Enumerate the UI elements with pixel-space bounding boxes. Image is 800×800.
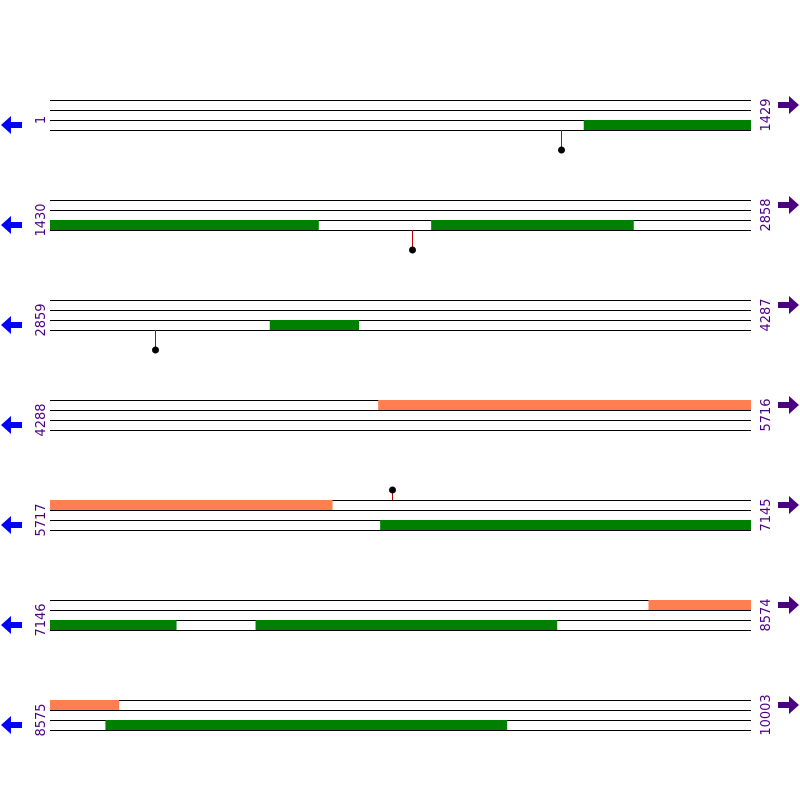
forward-feature-bar [583, 120, 751, 130]
right-arrow-icon [778, 696, 799, 714]
right-arrow-icon [778, 96, 799, 114]
reverse-feature-bar [50, 500, 333, 510]
end-coordinate-label: 2858 [759, 198, 774, 231]
reverse-feature-bar [648, 600, 751, 610]
right-arrow-icon [778, 496, 799, 514]
sequence-row: 1 1429 [1, 96, 799, 154]
left-arrow-icon [1, 116, 22, 134]
sequence-row: 8575 10003 [1, 694, 799, 737]
left-arrow-icon [1, 516, 22, 534]
sequence-row: 2859 4287 [1, 296, 799, 354]
right-arrow-icon [778, 596, 799, 614]
reverse-feature-bar [378, 400, 751, 410]
end-coordinate-label: 1429 [759, 98, 774, 131]
sequence-row: 1430 2858 [1, 196, 799, 254]
forward-feature-bar [105, 720, 508, 730]
marker-dot [409, 246, 416, 254]
right-arrow-icon [778, 296, 799, 314]
start-coordinate-label: 1 [34, 116, 49, 124]
end-coordinate-label: 4287 [759, 298, 774, 331]
start-coordinate-label: 8575 [34, 703, 49, 736]
sequence-row: 7146 8574 [1, 596, 799, 637]
left-arrow-icon [1, 216, 22, 234]
forward-feature-bar [269, 320, 360, 330]
right-arrow-icon [778, 396, 799, 414]
forward-feature-bar [50, 220, 319, 230]
forward-feature-bar [431, 220, 634, 230]
end-coordinate-label: 10003 [759, 694, 774, 735]
start-coordinate-label: 7146 [34, 603, 49, 636]
end-coordinate-label: 7145 [759, 498, 774, 531]
forward-feature-bar [380, 520, 751, 530]
marker-dot [558, 146, 565, 154]
start-coordinate-label: 2859 [34, 303, 49, 336]
end-coordinate-label: 8574 [759, 598, 774, 631]
sequence-row: 4288 5716 [1, 396, 799, 437]
marker-dot [152, 346, 159, 354]
left-arrow-icon [1, 616, 22, 634]
forward-feature-bar [255, 620, 558, 630]
start-coordinate-label: 1430 [34, 203, 49, 236]
marker-dot [389, 486, 396, 494]
right-arrow-icon [778, 196, 799, 214]
sequence-row: 5717 7145 [1, 486, 799, 537]
end-coordinate-label: 5716 [759, 398, 774, 431]
left-arrow-icon [1, 716, 22, 734]
left-arrow-icon [1, 316, 22, 334]
start-coordinate-label: 4288 [34, 403, 49, 436]
left-arrow-icon [1, 416, 22, 434]
forward-feature-bar [50, 620, 177, 630]
start-coordinate-label: 5717 [34, 503, 49, 536]
reverse-feature-bar [50, 700, 120, 710]
